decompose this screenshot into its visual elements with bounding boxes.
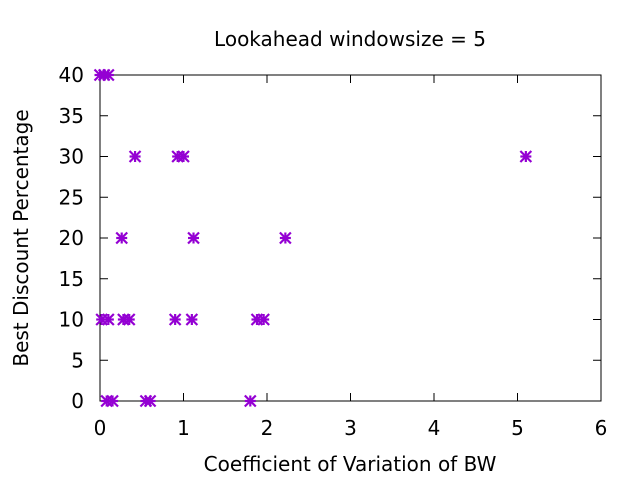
data-point [187,231,200,245]
x-tick-label: 6 [595,416,608,440]
data-point [244,394,257,408]
data-point [519,150,533,163]
x-tick-label: 3 [344,416,357,440]
data-point [102,68,115,82]
y-axis-label: Best Discount Percentage [9,109,33,366]
y-tick-label: 35 [59,104,84,128]
data-point [168,313,182,326]
data-point [115,231,128,245]
data-point [122,313,136,326]
y-tick-label: 10 [59,308,84,332]
data-point [106,394,119,408]
y-tick-label: 40 [59,63,84,87]
data-point [185,313,199,326]
y-tick-label: 30 [59,145,84,169]
y-tick-label: 15 [59,267,84,291]
y-tick-label: 25 [59,185,84,209]
data-point [177,150,190,163]
data-points [93,68,533,408]
y-tick-label: 5 [71,348,84,372]
x-tick-label: 0 [94,416,107,440]
chart-title: Lookahead windowsize = 5 [214,27,486,51]
data-point [128,150,142,163]
x-axis-label: Coefficient of Variation of BW [204,452,497,476]
axis-ticks: 0 1 2 3 4 5 6 0 5 10 15 20 25 30 35 40 [59,63,608,440]
x-tick-label: 1 [177,416,190,440]
x-tick-label: 4 [428,416,441,440]
data-point [257,313,270,326]
y-tick-label: 20 [59,226,84,250]
data-point [102,313,115,326]
x-tick-label: 2 [261,416,274,440]
plot-frame [99,74,602,402]
x-tick-label: 5 [511,416,524,440]
data-point [143,394,157,408]
data-point [279,231,292,245]
y-tick-label: 0 [71,389,84,413]
